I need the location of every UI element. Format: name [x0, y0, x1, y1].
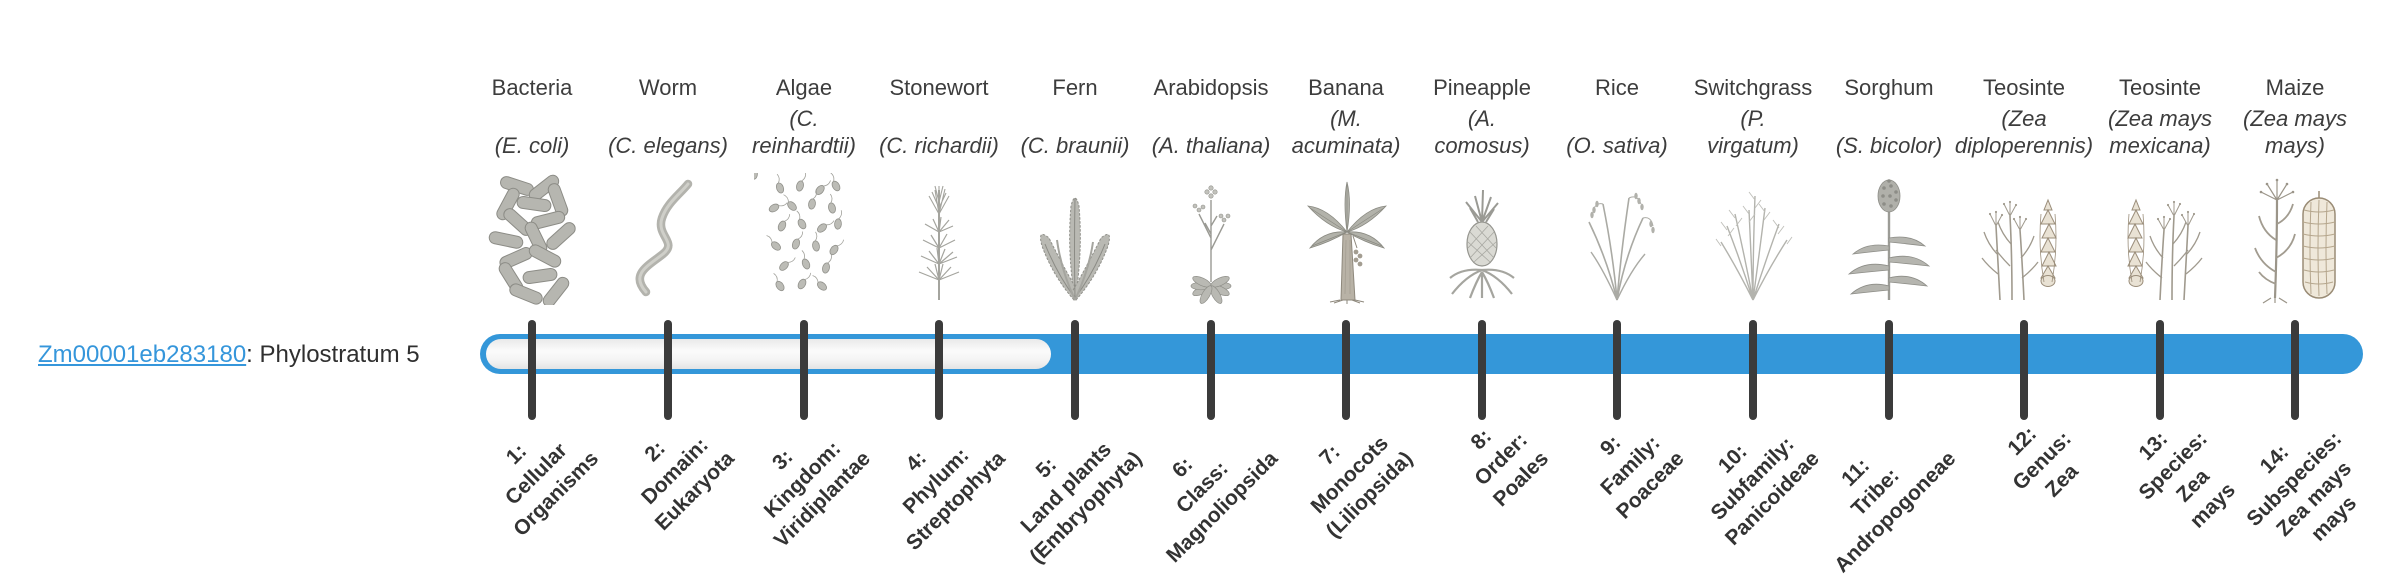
organism-column-worm: Worm (C. elegans) — [600, 74, 736, 305]
organism-name: Teosinte — [1983, 75, 2065, 100]
gene-label: Zm00001eb283180: Phylostratum 5 — [38, 341, 420, 369]
organism-column-teosinte-mexicana: Teosinte (Zea mays mexicana) — [2092, 74, 2228, 305]
tick-mark-10 — [1749, 320, 1757, 420]
tick-mark-2 — [664, 320, 672, 420]
organism-species: (Zea mays mexicana) — [2108, 106, 2212, 158]
stratum-label: 6: Class: Magnoliopsida — [1162, 447, 1283, 568]
stratum-label: 7: Monocots (Liliopsida) — [1306, 431, 1418, 543]
organism-name: Maize — [2265, 75, 2325, 100]
organism-name: Fern — [1052, 75, 1098, 100]
tick-mark-11 — [1885, 320, 1893, 420]
tick-mark-5 — [1071, 320, 1079, 420]
organism-column-arabidopsis: Arabidopsis (A. thaliana) — [1143, 74, 1279, 305]
stratum-label: 12: Genus: Zea — [2003, 422, 2083, 502]
organism-species: (O. sativa) — [1566, 133, 1668, 158]
organism-name: Rice — [1594, 75, 1639, 100]
organism-name: Bacteria — [491, 75, 573, 100]
organism-column-banana: Banana (M. acuminata) — [1278, 74, 1414, 305]
organism-column-rice: Rice (O. sativa) — [1549, 74, 1685, 305]
organism-column-switchgrass: Switchgrass (P. virgatum) — [1685, 74, 1821, 305]
tick-mark-1 — [528, 320, 536, 420]
gene-phylostratum-text: : Phylostratum 5 — [246, 341, 420, 368]
stratum-label: 13: Species: Zea mays — [2134, 427, 2240, 533]
tick-mark-13 — [2156, 320, 2164, 420]
organism-name: Banana — [1308, 75, 1384, 100]
organism-species: (M. acuminata) — [1291, 106, 1401, 158]
organism-column-fern: Fern (C. braunii) — [1007, 74, 1143, 305]
organism-name: Algae — [775, 75, 833, 100]
tick-mark-7 — [1342, 320, 1350, 420]
organism-name: Switchgrass — [1693, 75, 1813, 100]
stratum-label: 11: Tribe: Andropogoneae — [1830, 447, 1961, 578]
organism-species: (C. elegans) — [608, 133, 728, 158]
stratum-label: 4: Phylum: Streptophyta — [899, 443, 1011, 555]
organism-name: Arabidopsis — [1153, 75, 1269, 100]
organism-species: (A. thaliana) — [1151, 133, 1271, 158]
tick-mark-12 — [2020, 320, 2028, 420]
switchgrass-icon — [1703, 173, 1803, 305]
organism-species: (A. comosus) — [1434, 106, 1530, 158]
organism-species: (C. richardii) — [879, 133, 999, 158]
organism-species: (P. virgatum) — [1707, 106, 1799, 158]
organism-species: (Zea diploperennis) — [1954, 106, 2094, 158]
gene-link[interactable]: Zm00001eb283180 — [38, 341, 247, 368]
banana-icon — [1296, 173, 1396, 305]
stratum-label: 9: Family: Poaceae — [1595, 430, 1689, 524]
stratum-label: 3: Kingdom: Viridiplantae — [760, 437, 876, 553]
arabidopsis-icon — [1161, 173, 1261, 305]
organism-name: Worm — [638, 75, 698, 100]
organism-column-stonewort: Stonewort (C. richardii) — [871, 74, 1007, 305]
tick-mark-9 — [1613, 320, 1621, 420]
organism-name: Pineapple — [1433, 75, 1531, 100]
tick-mark-4 — [935, 320, 943, 420]
tick-mark-8 — [1478, 320, 1486, 420]
pineapple-icon — [1432, 173, 1532, 305]
organism-species: (E. coli) — [494, 133, 570, 158]
tick-mark-6 — [1207, 320, 1215, 420]
organism-name: Teosinte — [2119, 75, 2201, 100]
organism-column-sorghum: Sorghum (S. bicolor) — [1821, 74, 1957, 305]
bacteria-icon — [482, 173, 582, 305]
tick-mark-14 — [2291, 320, 2299, 420]
tick-mark-3 — [800, 320, 808, 420]
organism-species: (S. bicolor) — [1835, 133, 1943, 158]
sorghum-icon — [1839, 173, 1939, 305]
rice-icon — [1567, 173, 1667, 305]
organism-name: Sorghum — [1844, 75, 1934, 100]
maize-icon — [2245, 173, 2345, 305]
stratum-label: 8: Order: Poales — [1466, 424, 1554, 512]
teosinte-icon — [2110, 173, 2210, 305]
stonewort-icon — [889, 173, 989, 305]
organism-species: (C. reinhardtii) — [752, 106, 856, 158]
teosinte-icon — [1974, 173, 2074, 305]
organism-column-pineapple: Pineapple (A. comosus) — [1414, 74, 1550, 305]
stratum-label: 14: Subspecies: Zea mays mays — [2242, 427, 2362, 546]
fern-icon — [1025, 173, 1125, 305]
worm-icon — [618, 173, 718, 305]
organism-name: Stonewort — [889, 75, 989, 100]
organism-column-algae: Algae (C. reinhardtii) — [736, 74, 872, 305]
stratum-label: 2: Domain: Eukaryota — [637, 433, 740, 536]
organism-column-bacteria: Bacteria (E. coli) — [464, 74, 600, 305]
organism-species: (Zea mays mays) — [2243, 106, 2347, 158]
organism-column-maize: Maize (Zea mays mays) — [2227, 74, 2363, 305]
organism-column-teosinte-diploperennis: Teosinte (Zea diploperennis) — [1954, 74, 2094, 305]
stratum-label: 5: Land plants (Embryophyta) — [1016, 437, 1147, 569]
stratum-label: 1: Cellular Organisms — [501, 438, 604, 541]
algae-icon — [754, 173, 854, 305]
phylostratum-bar-empty-segment — [486, 339, 1051, 369]
organism-species: (C. braunii) — [1020, 133, 1130, 158]
